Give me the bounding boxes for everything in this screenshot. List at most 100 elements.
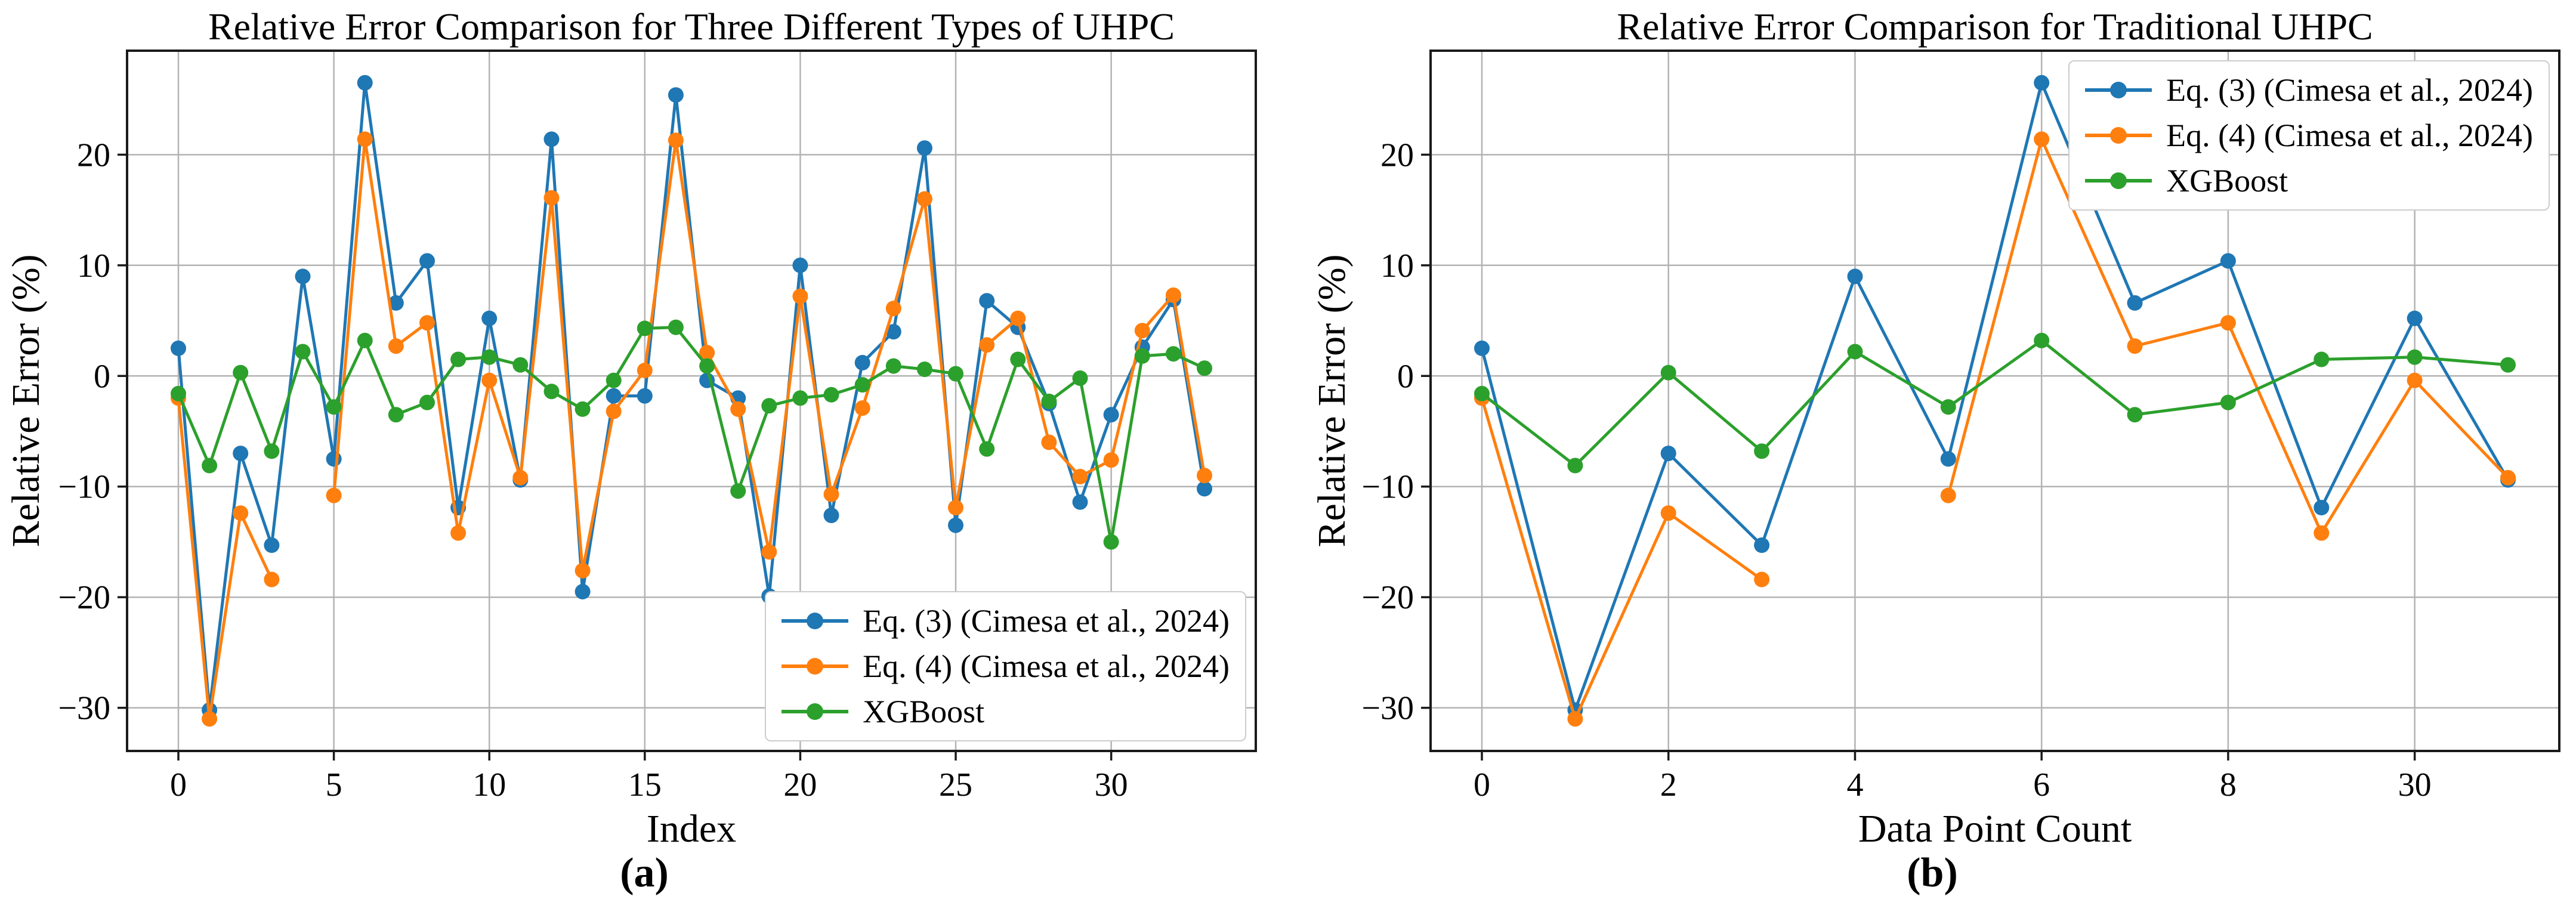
- x-tick-label: 4: [1846, 766, 1863, 803]
- data-point-eq4: [1103, 452, 1119, 468]
- data-point-xgb: [264, 443, 280, 459]
- data-point-eq4: [637, 363, 653, 378]
- data-point-xgb: [543, 384, 560, 400]
- data-point-eq3: [885, 324, 901, 340]
- data-point-eq4: [606, 403, 622, 419]
- data-point-eq3: [916, 140, 932, 156]
- y-tick-label: 20: [1380, 137, 1414, 174]
- chart-b-y-axis-label: Relative Error (%): [1310, 254, 1354, 548]
- data-point-eq3: [2034, 75, 2050, 91]
- data-point-eq3: [668, 87, 684, 103]
- data-point-eq3: [481, 310, 498, 326]
- data-point-eq3: [2127, 295, 2143, 311]
- y-tick-label: 0: [94, 358, 110, 395]
- y-tick-label: 0: [1397, 358, 1414, 395]
- data-point-eq3: [1474, 340, 1490, 356]
- data-point-eq4: [543, 190, 560, 206]
- data-point-xgb: [1197, 360, 1212, 376]
- data-point-xgb: [668, 319, 684, 335]
- data-point-eq4: [948, 500, 963, 515]
- data-point-xgb: [1010, 351, 1026, 367]
- data-point-xgb: [792, 390, 808, 406]
- y-tick-label: −10: [58, 469, 110, 506]
- data-point-eq3: [979, 293, 995, 309]
- data-point-eq4: [388, 338, 404, 354]
- plot-border: [1429, 50, 2560, 752]
- x-tick-label: 8: [2220, 766, 2237, 803]
- x-tick-label: 6: [2033, 766, 2050, 803]
- data-point-xgb: [948, 366, 963, 382]
- plot-border: [126, 50, 1257, 752]
- data-point-eq4: [202, 711, 218, 727]
- data-point-xgb: [637, 320, 653, 336]
- data-point-xgb: [295, 344, 311, 360]
- data-point-xgb: [326, 399, 342, 415]
- data-point-eq4: [854, 400, 870, 416]
- y-tick-label: 20: [77, 137, 110, 174]
- x-tick-label: 10: [472, 766, 506, 803]
- data-point-eq3: [171, 340, 186, 356]
- data-point-eq3: [326, 451, 342, 467]
- x-tick-label: 5: [326, 766, 342, 803]
- data-point-eq3: [606, 388, 622, 404]
- data-point-xgb: [1165, 346, 1181, 362]
- data-point-xgb: [171, 385, 186, 401]
- data-point-eq3: [295, 268, 311, 285]
- data-point-eq4: [979, 337, 995, 353]
- data-point-eq4: [916, 191, 932, 207]
- legend-entry-eq4: Eq. (4) (Cimesa et al., 2024): [782, 645, 1230, 688]
- data-point-eq4: [1010, 310, 1026, 326]
- data-point-xgb: [1103, 534, 1119, 550]
- legend-entry-eq4: Eq. (4) (Cimesa et al., 2024): [2085, 114, 2533, 157]
- chart-b: 0 2 4 6 8 30 20 10 0 −10 −20 −30 Relative Error Com…: [1288, 0, 2576, 915]
- data-point-xgb: [1567, 457, 1583, 474]
- legend-label: XGBoost: [2166, 163, 2288, 199]
- data-point-eq3: [1940, 451, 1956, 467]
- data-point-eq3: [823, 508, 839, 523]
- legend-entry-xgb: XGBoost: [782, 690, 1230, 733]
- data-point-eq3: [637, 388, 653, 404]
- data-point-eq4: [233, 505, 249, 521]
- data-point-eq3: [419, 253, 435, 269]
- data-point-eq4: [574, 562, 591, 579]
- data-point-eq4: [326, 487, 342, 503]
- data-point-xgb: [388, 407, 404, 423]
- data-point-eq4: [357, 131, 373, 147]
- data-point-xgb: [1660, 364, 1676, 381]
- chart-a-plot: 0 5 10 15 20 25 30 20 10 0 −10 −20 −30: [58, 50, 1257, 803]
- data-point-eq4: [2500, 469, 2516, 486]
- chart-a-x-axis-label: Index: [646, 807, 737, 851]
- chart-a-title: Relative Error Comparison for Three Diff…: [208, 5, 1175, 48]
- series-line-eq4: [177, 396, 273, 721]
- y-tick-label: −30: [58, 690, 110, 727]
- data-point-eq3: [2407, 310, 2423, 326]
- y-tick-label: 10: [77, 248, 110, 285]
- data-point-eq3: [264, 537, 280, 553]
- y-tick-label: −20: [58, 579, 110, 616]
- x-tick-label: 0: [170, 766, 187, 803]
- y-tick-label: −10: [1361, 469, 1414, 506]
- data-point-eq4: [1165, 287, 1181, 303]
- data-point-xgb: [450, 351, 467, 367]
- data-point-xgb: [233, 364, 249, 381]
- data-point-eq4: [761, 544, 777, 560]
- data-point-eq3: [233, 446, 249, 462]
- data-point-eq3: [854, 355, 870, 370]
- data-point-xgb: [2500, 357, 2516, 373]
- data-point-eq4: [792, 288, 808, 304]
- x-tick-label: 25: [939, 766, 972, 803]
- data-point-eq4: [699, 345, 715, 361]
- data-point-xgb: [606, 372, 622, 388]
- data-point-eq3: [1103, 407, 1119, 423]
- data-point-xgb: [1072, 370, 1088, 386]
- legend-label: Eq. (3) (Cimesa et al., 2024): [2166, 72, 2533, 108]
- data-point-xgb: [574, 401, 591, 417]
- chart-b-legend: Eq. (3) (Cimesa et al., 2024) Eq. (4) (Ci…: [2068, 60, 2550, 211]
- data-point-eq4: [264, 571, 280, 588]
- data-point-eq4: [2407, 372, 2423, 388]
- legend-entry-xgb: XGBoost: [2085, 159, 2533, 202]
- data-point-eq4: [481, 372, 498, 388]
- data-point-xgb: [1134, 348, 1150, 364]
- data-point-eq3: [1072, 494, 1088, 510]
- data-point-eq3: [2314, 500, 2330, 515]
